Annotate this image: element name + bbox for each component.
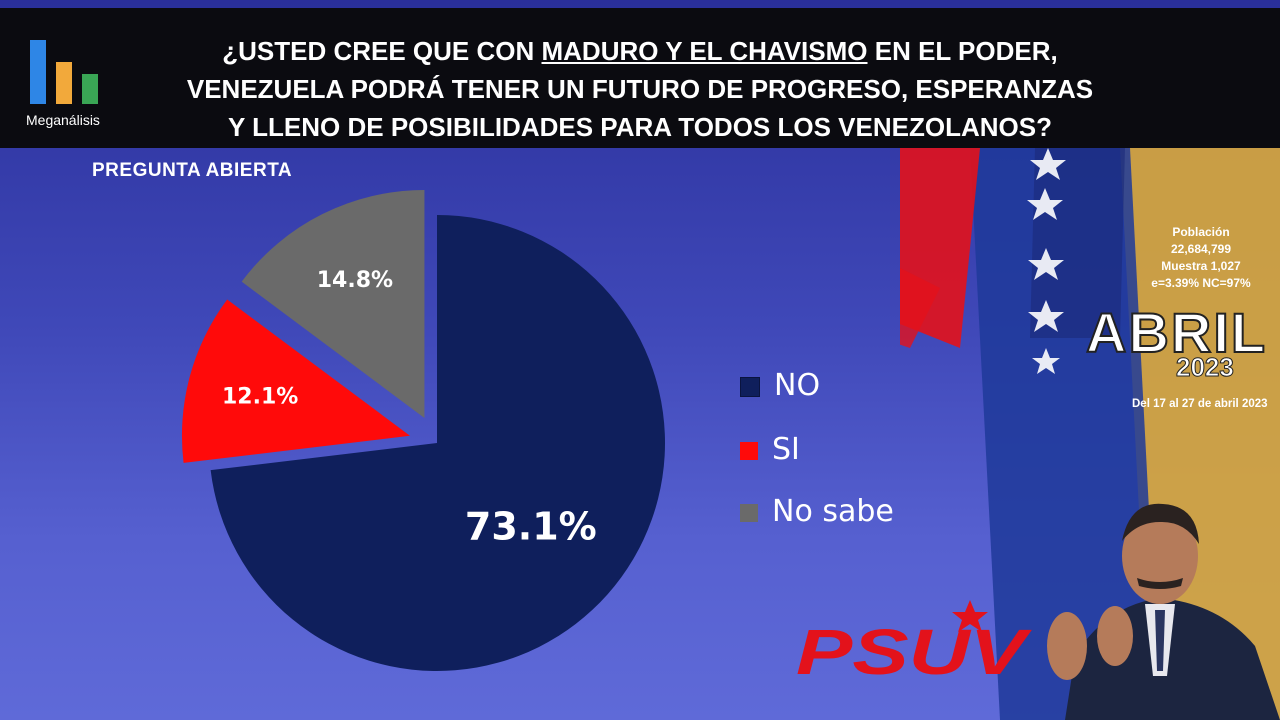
legend-swatch-no	[740, 376, 760, 397]
data-label-no: 73.1%	[465, 505, 597, 549]
survey-dates: Del 17 al 27 de abril 2023	[1132, 398, 1268, 410]
pie-slice-no	[210, 215, 666, 671]
svg-text:PSUV: PSUV	[796, 616, 1033, 680]
psuv-logo: PSUV	[796, 600, 1033, 680]
header-bar: Meganálisis ¿USTED CREE QUE CON MADURO Y…	[0, 8, 1280, 148]
pie-slice-no-sabe	[241, 189, 425, 418]
logo-label: Meganálisis	[26, 112, 100, 128]
population-label: Población	[1172, 225, 1230, 239]
question-title: ¿USTED CREE QUE CON MADURO Y EL CHAVISMO…	[186, 36, 1094, 142]
legend-swatch-no-sabe	[740, 503, 758, 522]
legend-item-no-sabe: No sabe	[740, 494, 894, 529]
pie-slice-si	[181, 299, 410, 463]
chart-subtitle: PREGUNTA ABIERTA	[92, 160, 293, 181]
population-value: 22,684,799	[1170, 242, 1232, 256]
data-label-si: 12.1%	[222, 385, 298, 410]
data-label-no-sabe: 14.8%	[317, 268, 393, 293]
legend-swatch-si	[740, 441, 758, 460]
sample-size: Muestra 1,027	[1161, 259, 1241, 273]
meganalisis-logo-icon	[30, 40, 98, 104]
survey-month: ABRIL	[1085, 300, 1268, 365]
survey-info: Población 22,684,799 Muestra 1,027 e=3.3…	[1126, 224, 1276, 292]
legend-item-si: SI	[740, 432, 800, 467]
survey-year: 2023	[1176, 352, 1235, 383]
margin-of-error: e=3.39% NC=97%	[1151, 276, 1251, 290]
person-photo	[1047, 503, 1280, 720]
star-icon	[952, 600, 988, 632]
legend-item-no: NO	[740, 368, 820, 403]
